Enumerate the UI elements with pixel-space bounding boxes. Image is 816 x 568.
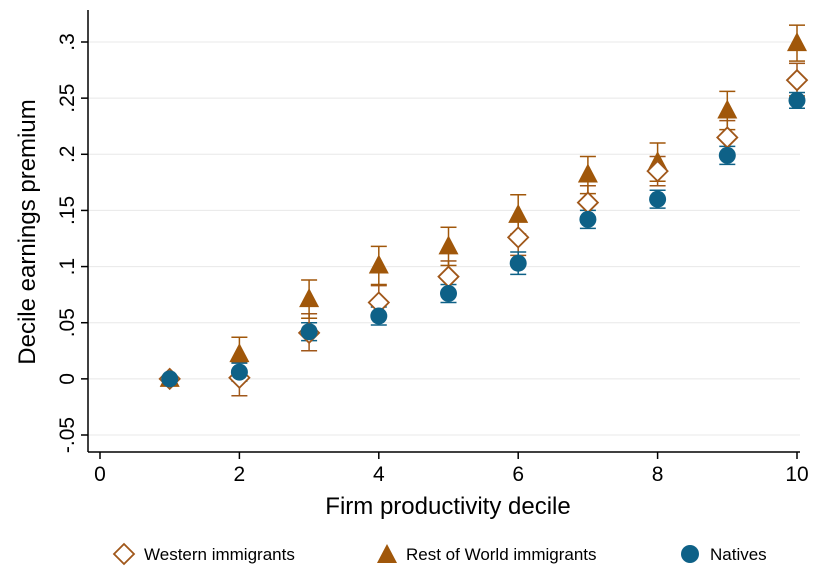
point-rest-of-world-immigrants (787, 32, 807, 52)
point-rest-of-world-immigrants (368, 254, 389, 274)
y-tick-label: .3 (56, 33, 79, 51)
x-tick-label: 8 (652, 463, 664, 486)
point-natives (718, 146, 736, 164)
point-natives (300, 323, 318, 341)
point-natives (509, 254, 527, 272)
x-axis-title: Firm productivity decile (325, 493, 570, 520)
x-tick-label: 4 (373, 463, 385, 486)
legend-marker-natives (681, 545, 699, 563)
axes (87, 10, 800, 453)
point-natives (230, 363, 248, 381)
point-natives (440, 285, 457, 303)
x-tick-label: 10 (785, 463, 808, 486)
y-tick-label: 0 (56, 373, 79, 385)
legend: Western immigrants Rest of World immigra… (112, 542, 767, 566)
y-tick-label: .05 (56, 308, 79, 337)
x-tick-label: 0 (94, 463, 106, 486)
point-natives (649, 190, 667, 208)
y-tick-label: .2 (56, 146, 79, 164)
point-rest-of-world-immigrants (229, 343, 250, 363)
point-western-immigrants (437, 265, 460, 288)
legend-label-western-immigrants: Western immigrants (144, 545, 295, 564)
y-tick-label: .15 (56, 196, 79, 225)
y-axis-title: Decile earnings premium (14, 99, 41, 364)
point-western-immigrants (716, 126, 739, 149)
y-ticks: -.05 0 .05 .1 .15 .2 .25 .3 (56, 33, 88, 453)
point-western-immigrants (506, 226, 530, 249)
point-natives (788, 91, 806, 109)
point-natives (579, 210, 597, 228)
legend-marker-western-immigrants (112, 542, 136, 566)
legend-marker-rest-of-world-immigrants (377, 544, 397, 563)
x-ticks: 0 2 4 6 8 10 (94, 452, 809, 486)
legend-label-rest-of-world-immigrants: Rest of World immigrants (406, 545, 597, 564)
x-tick-label: 2 (234, 463, 246, 486)
point-rest-of-world-immigrants (577, 163, 598, 183)
data-markers (158, 32, 809, 391)
point-rest-of-world-immigrants (508, 203, 529, 223)
point-rest-of-world-immigrants (438, 235, 459, 255)
point-western-immigrants (785, 68, 809, 92)
point-western-immigrants (576, 191, 600, 214)
point-rest-of-world-immigrants (717, 99, 738, 119)
y-tick-label: .25 (56, 84, 79, 113)
point-western-immigrants (646, 159, 669, 183)
grid-lines (88, 41, 800, 436)
x-tick-label: 6 (512, 463, 524, 486)
point-natives (370, 307, 388, 325)
y-tick-label: -.05 (56, 417, 79, 453)
y-tick-label: .1 (56, 258, 79, 276)
point-natives (161, 370, 179, 388)
point-rest-of-world-immigrants (299, 288, 320, 308)
legend-label-natives: Natives (710, 545, 767, 564)
